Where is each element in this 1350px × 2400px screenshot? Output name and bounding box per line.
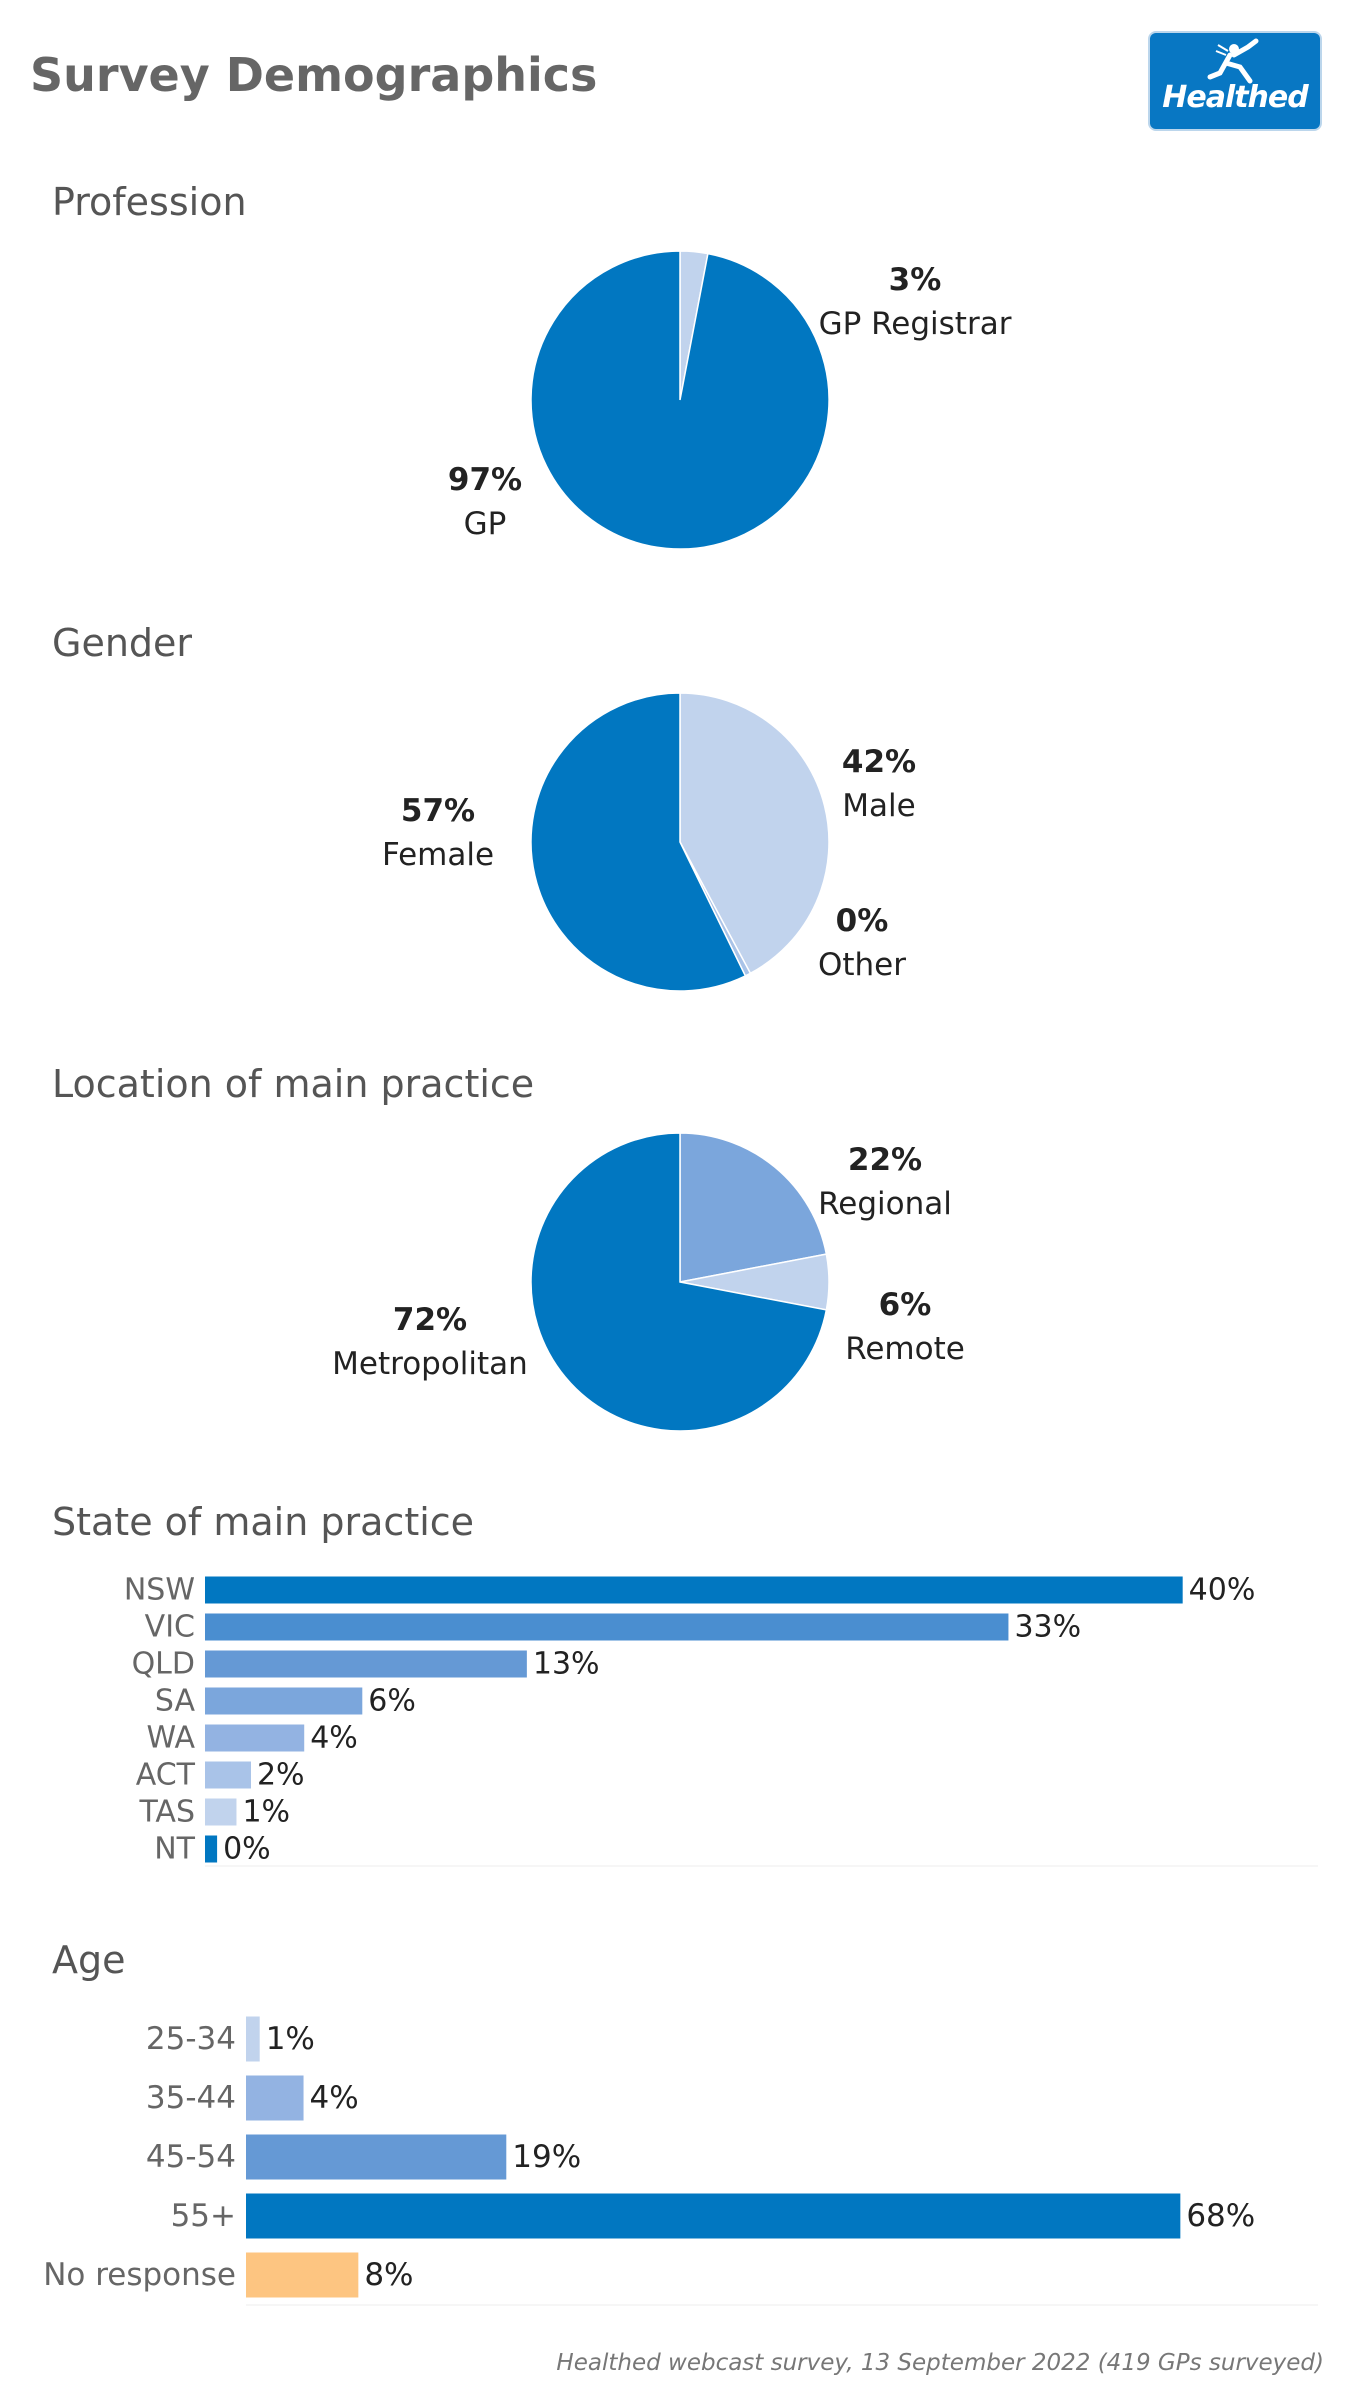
bar-qld (205, 1650, 527, 1678)
value-label-45-54: 19% (512, 2139, 581, 2175)
value-label-tas: 1% (242, 1795, 290, 1830)
pie-pct-female: 57% (400, 793, 476, 829)
bar-55- (246, 2193, 1181, 2239)
category-label-tas: TAS (138, 1795, 195, 1830)
pie-pct-metropolitan: 72% (392, 1302, 468, 1338)
pie-cat-other: Other (817, 947, 907, 984)
age-title: Age (52, 1938, 126, 1982)
pie-label-female: 57% Female (382, 789, 494, 877)
age-bar-chart: 25-34 1% 35-44 4% 45-54 19% 55+ 68% No response 8… (43, 2016, 1318, 2306)
value-label-qld: 13% (533, 1647, 600, 1682)
runner-figure-icon (1207, 38, 1259, 84)
pie-cat-male: Male (842, 788, 916, 825)
category-label-no-response: No response (43, 2257, 236, 2293)
pie-slice-female (530, 692, 747, 992)
pie-cat-gp: GP (463, 506, 507, 543)
pie-label-regional: 22% Regional (818, 1138, 952, 1226)
pie-label-metropolitan: 72% Metropolitan (332, 1298, 528, 1386)
category-label-35-44: 35-44 (146, 2080, 236, 2116)
bar-no-response (246, 2252, 359, 2298)
value-label-wa: 4% (310, 1721, 358, 1756)
bar-35-44 (246, 2075, 304, 2121)
value-label-25-34: 1% (266, 2021, 315, 2057)
gender-pie-chart (530, 692, 830, 992)
pie-pct-gp: 97% (447, 462, 523, 498)
category-label-vic: VIC (145, 1610, 195, 1645)
bar-sa (205, 1687, 363, 1715)
pie-slice-metropolitan (530, 1132, 828, 1432)
value-label-nsw: 40% (1189, 1573, 1256, 1608)
bar-vic (205, 1613, 1009, 1641)
pie-label-gp-registrar: 3% GP Registrar (819, 258, 1012, 346)
bar-tas (205, 1798, 237, 1826)
location-title: Location of main practice (52, 1062, 535, 1106)
pie-pct-regional: 22% (847, 1142, 923, 1178)
category-label-nt: NT (154, 1832, 195, 1867)
category-label-nsw: NSW (124, 1573, 195, 1608)
category-label-act: ACT (136, 1758, 196, 1793)
pie-label-other: 0% Other (818, 899, 906, 987)
footer-source-note: Healthed webcast survey, 13 September 20… (556, 2350, 1324, 2376)
category-label-wa: WA (146, 1721, 195, 1756)
bar-25-34 (246, 2016, 260, 2062)
category-label-45-54: 45-54 (146, 2139, 236, 2175)
value-label-sa: 6% (368, 1684, 416, 1719)
category-label-qld: QLD (132, 1647, 195, 1682)
category-label-sa: SA (155, 1684, 196, 1719)
pie-label-male: 42% Male (842, 740, 916, 828)
page-title: Survey Demographics (30, 48, 598, 102)
profession-title: Profession (52, 180, 247, 224)
value-label-act: 2% (257, 1758, 305, 1793)
value-label-35-44: 4% (310, 2080, 359, 2116)
bar-nt (205, 1835, 218, 1863)
pie-slice-gp (530, 250, 830, 550)
state-title: State of main practice (52, 1500, 475, 1544)
state-bar-chart: NSW 40% VIC 33% QLD 13% SA 6% WA 4% ACT 2% TAS 1% NT 0% (124, 1573, 1318, 1867)
pie-cat-remote: Remote (845, 1331, 965, 1368)
pie-cat-regional: Regional (818, 1186, 952, 1223)
pie-label-remote: 6% Remote (845, 1283, 965, 1371)
pie-slice-regional (679, 1132, 828, 1283)
value-label-nt: 0% (223, 1832, 271, 1867)
profession-pie-chart (530, 250, 830, 550)
pie-cat-gp-registrar: GP Registrar (818, 306, 1012, 343)
pie-pct-remote: 6% (878, 1287, 932, 1323)
healthed-logo: Healthed (1150, 33, 1320, 129)
bar-45-54 (246, 2134, 507, 2180)
pie-slice-male (679, 692, 830, 975)
bar-nsw (205, 1576, 1183, 1604)
gender-title: Gender (52, 621, 193, 665)
pie-pct-other: 0% (835, 903, 889, 939)
category-label-25-34: 25-34 (146, 2021, 236, 2057)
pie-label-gp: 97% GP (448, 458, 522, 546)
location-pie-chart (530, 1132, 830, 1432)
value-label-55-: 68% (1186, 2198, 1255, 2234)
pie-cat-metropolitan: Metropolitan (332, 1346, 528, 1383)
category-label-55-: 55+ (171, 2198, 236, 2234)
value-label-no-response: 8% (364, 2257, 413, 2293)
bar-wa (205, 1724, 305, 1752)
logo-text: Healthed (1162, 80, 1309, 115)
pie-pct-gp-registrar: 3% (888, 262, 942, 298)
bar-act (205, 1761, 251, 1789)
value-label-vic: 33% (1014, 1610, 1081, 1645)
pie-pct-male: 42% (841, 744, 917, 780)
pie-cat-female: Female (381, 837, 495, 874)
